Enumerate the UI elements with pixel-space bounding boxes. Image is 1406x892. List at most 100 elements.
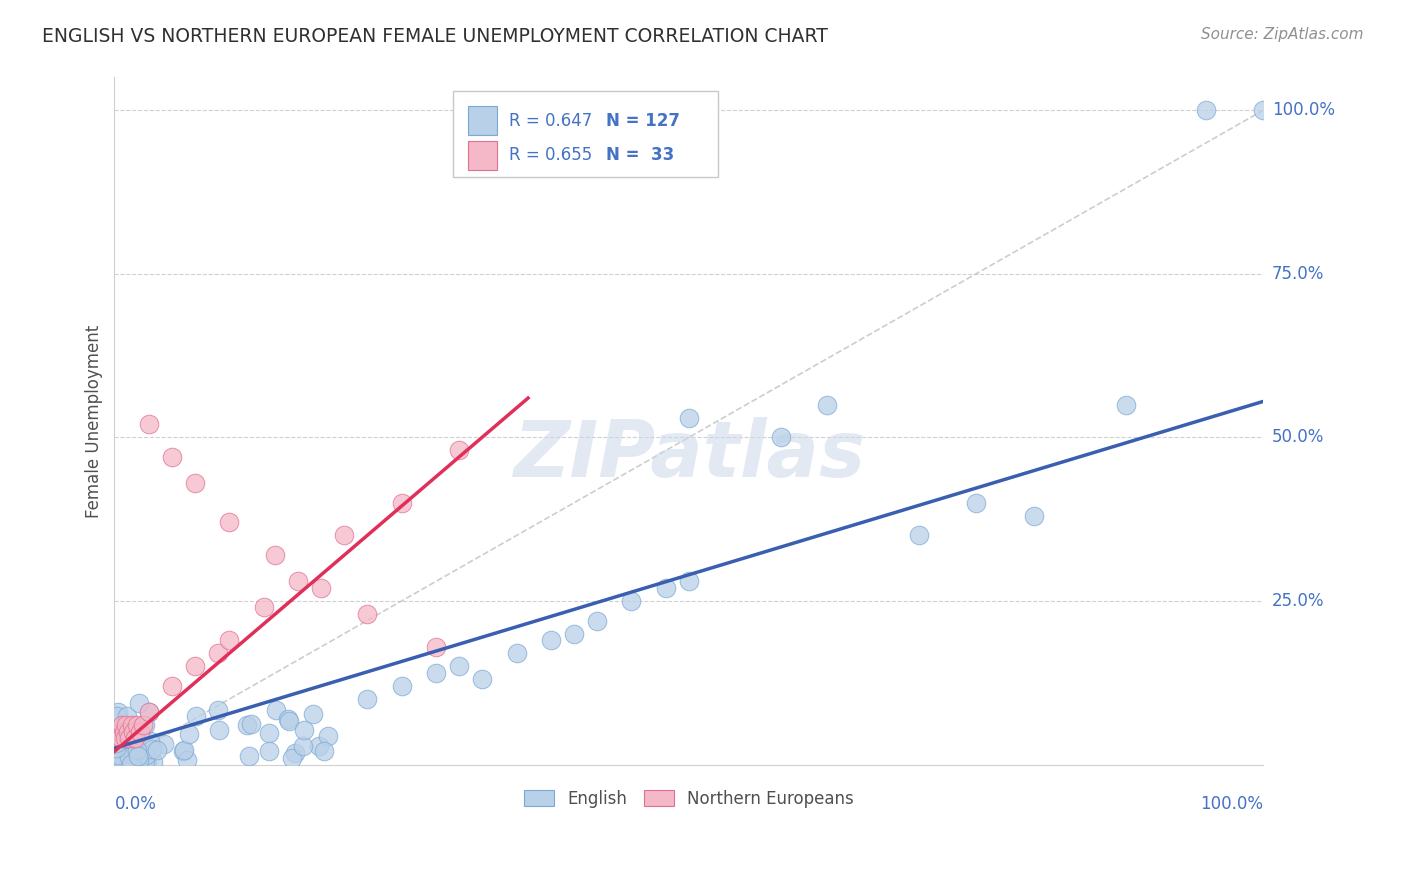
Point [114,752,136,766]
Point [253,600,276,615]
Point [111,736,134,750]
Text: 50.0%: 50.0% [1272,428,1324,446]
Point [117,738,139,752]
Point [105,741,128,756]
Point [110,756,132,770]
Point [121,724,143,739]
Point [112,751,135,765]
Point [238,749,260,764]
Point [965,496,987,510]
Point [111,751,134,765]
Point [115,718,138,732]
Point [153,737,176,751]
Point [562,626,585,640]
Point [122,750,145,764]
Point [107,705,129,719]
Point [620,594,643,608]
Text: R = 0.655: R = 0.655 [509,146,592,164]
Point [678,574,700,589]
Point [160,450,183,464]
Point [120,730,142,744]
Point [124,747,146,761]
Point [136,756,159,770]
Point [107,747,129,762]
Point [112,756,135,771]
Point [138,417,160,432]
Point [114,755,136,769]
Point [104,756,127,771]
Point [125,743,148,757]
Point [108,730,131,744]
Point [125,743,148,757]
Point [104,736,127,750]
Point [108,724,131,739]
Point [117,724,139,739]
Point [112,752,135,766]
Point [184,659,207,673]
Point [177,727,200,741]
Text: ENGLISH VS NORTHERN EUROPEAN FEMALE UNEMPLOYMENT CORRELATION CHART: ENGLISH VS NORTHERN EUROPEAN FEMALE UNEM… [42,27,828,45]
Point [112,735,135,749]
Point [121,744,143,758]
Bar [468,106,498,136]
Point [127,718,149,732]
Point [125,752,148,766]
Point [160,679,183,693]
Point [264,703,287,717]
Text: 0.0%: 0.0% [114,795,156,814]
Text: N = 127: N = 127 [606,112,681,129]
Point [111,718,134,732]
Point [105,745,128,759]
Point [391,679,413,693]
Point [110,753,132,767]
Point [1195,103,1218,117]
Point [208,723,231,738]
Point [139,734,162,748]
Point [107,731,129,746]
Text: ZIPatlas: ZIPatlas [513,417,865,493]
Point [540,633,562,648]
Point [907,528,929,542]
Point [505,646,527,660]
FancyBboxPatch shape [453,91,717,178]
Point [309,581,332,595]
Point [172,744,194,758]
Point [134,754,156,768]
Point [110,749,132,764]
Point [122,756,145,771]
Point [425,640,447,654]
Point [356,692,378,706]
Point [110,747,132,762]
Point [277,714,299,728]
Text: 25.0%: 25.0% [1272,592,1324,610]
Point [207,703,229,717]
Point [308,739,330,753]
Point [114,731,136,746]
Point [280,750,302,764]
Legend: English, Northern Europeans: English, Northern Europeans [517,783,860,814]
Point [257,744,280,758]
Point [449,659,471,673]
Point [117,747,139,761]
Point [127,749,149,764]
Point [257,726,280,740]
Point [312,744,335,758]
Point [301,707,323,722]
Point [112,752,135,766]
Point [118,751,141,765]
Point [184,708,207,723]
Point [115,753,138,767]
Point [218,516,240,530]
Point [292,723,315,738]
Point [108,726,131,740]
Point [173,743,195,757]
Text: 75.0%: 75.0% [1272,265,1324,283]
Point [110,748,132,763]
Point [141,741,163,756]
Point [449,443,471,458]
Point [112,747,135,762]
Point [108,756,131,771]
Y-axis label: Female Unemployment: Female Unemployment [86,325,103,517]
Point [118,731,141,746]
Point [264,548,287,562]
